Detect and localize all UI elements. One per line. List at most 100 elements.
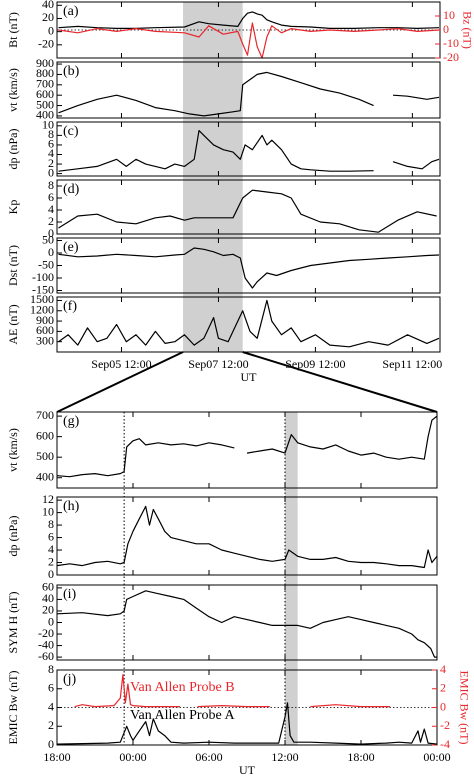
panel-frame bbox=[56, 296, 441, 353]
y-tick-label: 2 bbox=[48, 214, 54, 228]
y-tick-label: 700 bbox=[36, 77, 54, 91]
zoom-connector bbox=[56, 351, 184, 413]
y2-tick-label: -20 bbox=[443, 50, 459, 64]
series-line bbox=[58, 11, 440, 29]
x-tick-label: 18:00 bbox=[347, 750, 374, 764]
panel-frame bbox=[56, 179, 441, 235]
y-tick-label: 0 bbox=[48, 614, 54, 628]
panel-frame bbox=[56, 237, 441, 294]
series-line bbox=[58, 189, 437, 233]
y-axis-label: AE (nT) bbox=[6, 304, 20, 344]
y-tick-label: 500 bbox=[36, 449, 54, 463]
y-tick-label: 8 bbox=[48, 127, 54, 141]
y-tick-label: 12 bbox=[42, 492, 54, 506]
panel-frame bbox=[56, 411, 438, 489]
x-tick-label: Sep09 12:00 bbox=[285, 357, 345, 371]
y-tick-label: 400 bbox=[36, 469, 54, 483]
y2-tick-label: -2 bbox=[440, 718, 450, 732]
y-tick-label: 60 bbox=[42, 580, 54, 594]
y-tick-label: 0 bbox=[48, 23, 54, 37]
y-tick-label: 6 bbox=[48, 529, 54, 543]
y-axis-label: dp (nPa) bbox=[6, 129, 20, 170]
series-label: Van Allen Probe B bbox=[130, 680, 235, 695]
panel-label: (d) bbox=[63, 182, 80, 197]
x-axis-label: UT bbox=[239, 763, 256, 777]
y2-tick-label: -4 bbox=[440, 737, 450, 751]
series-line bbox=[56, 590, 437, 658]
highlight-band bbox=[285, 412, 298, 745]
y-tick-label: -150 bbox=[32, 282, 54, 296]
y-axis-label: SYM H (nT) bbox=[6, 591, 20, 653]
panel-label: (c) bbox=[63, 124, 79, 139]
y-tick-label: 6 bbox=[48, 190, 54, 204]
y-tick-label: 2 bbox=[48, 156, 54, 170]
x-tick-label: 12:00 bbox=[271, 750, 298, 764]
y-axis-label: vt (km/s) bbox=[6, 68, 20, 112]
panel-label: (g) bbox=[63, 414, 80, 429]
y-tick-label: 0 bbox=[48, 737, 54, 751]
y-tick-label: 600 bbox=[36, 323, 54, 337]
panel-label: (i) bbox=[63, 587, 77, 602]
y-tick-label: 6 bbox=[48, 681, 54, 695]
y-axis-label: EMIC Bw (nT) bbox=[6, 671, 20, 745]
y-tick-label: 10 bbox=[42, 118, 54, 132]
y2-tick-label: 4 bbox=[440, 662, 446, 676]
panel-frame bbox=[56, 61, 441, 119]
x-tick-label: 18:00 bbox=[43, 750, 70, 764]
series-line bbox=[58, 130, 440, 172]
x-axis-label: UT bbox=[241, 370, 258, 384]
y-axis-label: dp (nPa) bbox=[6, 516, 20, 557]
y-tick-label: 700 bbox=[36, 408, 54, 422]
y-tick-label: -100 bbox=[32, 270, 54, 284]
y-tick-label: -40 bbox=[38, 637, 54, 651]
y-tick-label: 20 bbox=[42, 603, 54, 617]
y-tick-label: 800 bbox=[36, 66, 54, 80]
y-tick-label: 2 bbox=[48, 718, 54, 732]
y2-tick-label: 0 bbox=[443, 22, 449, 36]
panel-label: (f) bbox=[63, 299, 77, 314]
y-tick-label: 4 bbox=[48, 542, 54, 556]
y-tick-label: 600 bbox=[36, 428, 54, 442]
series-line bbox=[58, 247, 440, 289]
y-axis-label: Dst (nT) bbox=[6, 245, 20, 286]
y-axis-label: vt (km/s) bbox=[6, 428, 20, 472]
series-line bbox=[56, 415, 438, 478]
y-tick-label: 4 bbox=[48, 146, 54, 160]
series-line bbox=[58, 71, 440, 117]
y-tick-label: 50 bbox=[42, 232, 54, 246]
x-tick-label: Sep05 12:00 bbox=[91, 357, 151, 371]
y2-tick-label: 10 bbox=[443, 8, 455, 22]
series-line bbox=[58, 22, 440, 59]
series-label: Van Allen Probe A bbox=[130, 708, 235, 723]
y-tick-label: -50 bbox=[38, 257, 54, 271]
y2-axis-label: Bz (nT) bbox=[460, 11, 474, 49]
y-tick-label: 400 bbox=[36, 108, 54, 122]
y-tick-label: 300 bbox=[36, 333, 54, 347]
panel-frame bbox=[56, 584, 438, 661]
y-tick-label: 0 bbox=[48, 165, 54, 179]
panel-label: (a) bbox=[63, 4, 79, 19]
y-tick-label: 20 bbox=[42, 10, 54, 24]
y-tick-label: 1200 bbox=[30, 303, 54, 317]
series-line bbox=[58, 299, 440, 348]
y-tick-label: 4 bbox=[48, 202, 54, 216]
panel-frame bbox=[56, 496, 438, 576]
y2-axis-label: EMIC Bw (nT) bbox=[457, 671, 471, 745]
y-tick-label: 8 bbox=[48, 178, 54, 192]
panel-label: (b) bbox=[63, 64, 80, 79]
y-tick-label: 600 bbox=[36, 87, 54, 101]
y-tick-label: 40 bbox=[42, 0, 54, 11]
y2-tick-label: -10 bbox=[443, 36, 459, 50]
y-tick-label: 900 bbox=[36, 56, 54, 70]
x-tick-label: 00:00 bbox=[119, 750, 146, 764]
x-tick-label: Sep07 12:00 bbox=[188, 357, 248, 371]
x-tick-label: Sep11 12:00 bbox=[382, 357, 442, 371]
y-axis-label: Bt (nT) bbox=[6, 12, 20, 48]
series-line bbox=[56, 702, 438, 745]
y-tick-label: 0 bbox=[48, 226, 54, 240]
x-tick-label: 00:00 bbox=[423, 750, 450, 764]
series-line bbox=[74, 674, 391, 708]
y-tick-label: 40 bbox=[42, 591, 54, 605]
y-tick-label: -20 bbox=[38, 37, 54, 51]
